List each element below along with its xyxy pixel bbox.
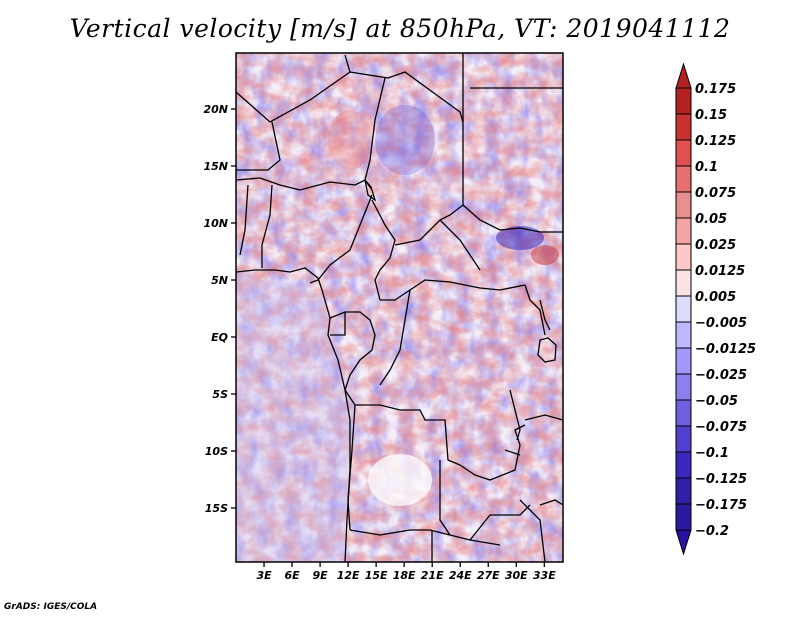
colorbar-swatch	[675, 425, 692, 453]
colorbar-top-arrow	[675, 62, 692, 89]
colorbar-label: −0.125	[695, 472, 747, 487]
x-tick-label: 3E	[256, 569, 272, 582]
y-tick-label: 20N	[203, 103, 228, 116]
x-tick-label: 21E	[421, 569, 444, 582]
colorbar-swatch	[675, 243, 692, 271]
colorbar-swatch	[675, 191, 692, 219]
x-tick-label: 27E	[477, 569, 500, 582]
grads-credit: GrADS: IGES/COLA	[4, 602, 98, 612]
colorbar-swatch	[675, 373, 692, 401]
colorbar-swatch	[675, 503, 692, 531]
colorbar-swatch	[675, 451, 692, 479]
colorbar-swatch	[675, 165, 692, 193]
colorbar-swatch	[675, 139, 692, 167]
colorbar-label: 0.075	[695, 186, 736, 201]
x-tick-label: 30E	[505, 569, 528, 582]
strong-ascent-core	[496, 226, 544, 250]
colorbar-swatch	[675, 321, 692, 349]
vertical-velocity-field	[236, 53, 563, 562]
chad-ascent-region	[375, 105, 435, 175]
niger-descent-region	[328, 110, 372, 170]
strong-descent-core	[531, 245, 559, 265]
colorbar-label: −0.1	[695, 446, 729, 461]
y-tick-label: EQ	[211, 331, 228, 344]
y-tick-label: 10N	[203, 217, 228, 230]
x-tick-label: 33E	[533, 569, 556, 582]
colorbar-label: 0.175	[695, 82, 736, 97]
colorbar-swatch	[675, 477, 692, 505]
y-tick-label: 5N	[211, 274, 228, 287]
x-axis: 3E 6E 9E 12E 15E 18E 21E 24E 27E 30E 33E	[256, 562, 556, 582]
plot-frame	[235, 52, 564, 563]
colorbar-label: 0.005	[695, 290, 736, 305]
colorbar-swatch	[675, 347, 692, 375]
y-tick-label: 15S	[205, 502, 228, 515]
colorbar-swatch	[675, 217, 692, 245]
colorbar-label: −0.0125	[695, 342, 756, 357]
colorbar-swatch	[675, 87, 692, 115]
y-axis: 20N 15N 10N 5N EQ 5S 10S 15S	[203, 103, 236, 515]
x-tick-label: 18E	[393, 569, 416, 582]
colorbar: 0.175 0.15 0.125 0.1 0.075 0.05 0.025 0.0125 0.0…	[675, 62, 756, 556]
colorbar-label: −0.005	[695, 316, 747, 331]
y-tick-label: 10S	[205, 445, 228, 458]
colorbar-label: 0.1	[695, 160, 718, 175]
colorbar-label: −0.025	[695, 368, 747, 383]
x-tick-label: 6E	[284, 569, 300, 582]
x-tick-label: 15E	[365, 569, 388, 582]
angola-calm-region	[368, 454, 432, 506]
y-tick-label: 5S	[212, 388, 228, 401]
colorbar-label: 0.05	[695, 212, 727, 227]
colorbar-swatch	[675, 399, 692, 427]
chart-title: Vertical velocity [m/s] at 850hPa, VT: 2…	[69, 14, 731, 43]
y-tick-label: 15N	[203, 160, 228, 173]
colorbar-swatch	[675, 295, 692, 323]
x-tick-label: 9E	[312, 569, 328, 582]
colorbar-swatch	[675, 113, 692, 141]
colorbar-label: 0.15	[695, 108, 727, 123]
colorbar-label: 0.0125	[695, 264, 745, 279]
colorbar-label: −0.175	[695, 498, 747, 513]
x-tick-label: 24E	[449, 569, 472, 582]
ocean-tint	[236, 275, 355, 562]
colorbar-label: −0.2	[695, 524, 729, 539]
colorbar-label: −0.05	[695, 394, 738, 409]
x-tick-label: 12E	[337, 569, 360, 582]
colorbar-swatch	[675, 269, 692, 297]
coastline	[236, 267, 351, 562]
colorbar-label: −0.075	[695, 420, 747, 435]
colorbar-label: 0.125	[695, 134, 736, 149]
colorbar-label: 0.025	[695, 238, 736, 253]
colorbar-bottom-arrow	[675, 529, 692, 556]
